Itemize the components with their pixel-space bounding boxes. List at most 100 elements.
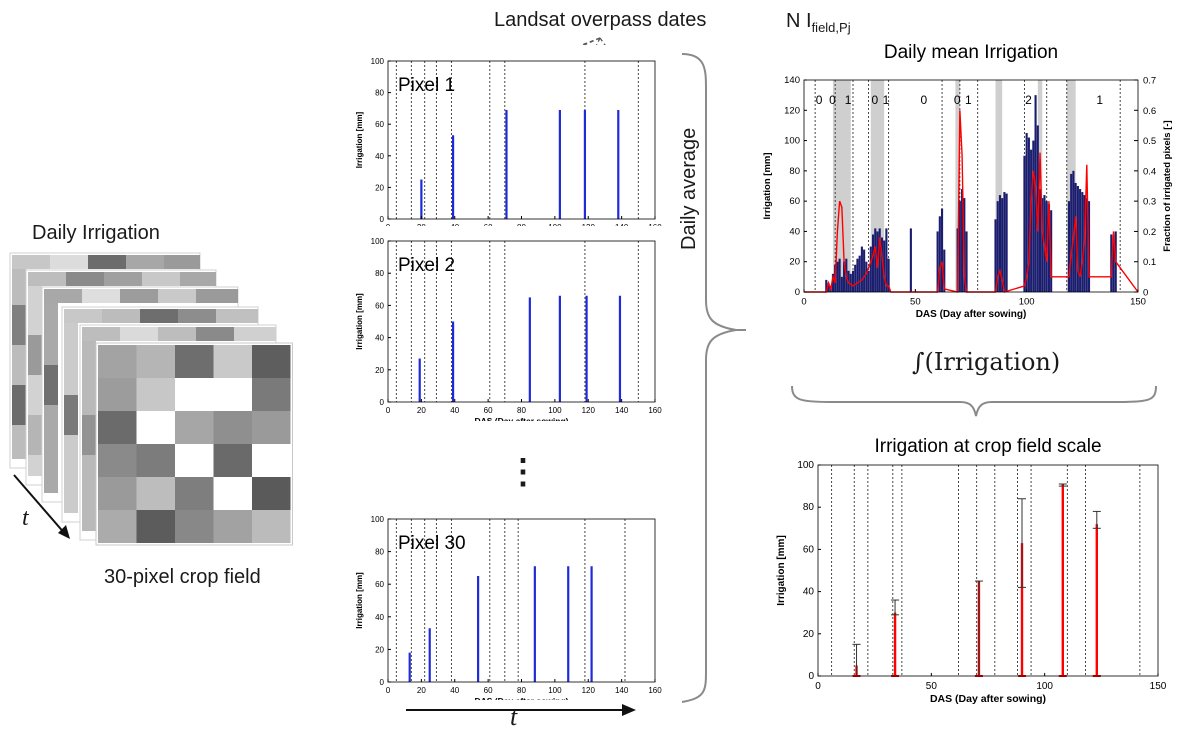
time-arrow-center — [406, 704, 636, 716]
y-tick-label: 60 — [375, 301, 384, 310]
pixel-count-label: 1 — [965, 93, 972, 107]
x-tick-label: 0 — [815, 681, 821, 692]
x-axis-label: DAS (Day after sowing) — [916, 309, 1027, 320]
grid-cell — [175, 477, 214, 510]
grid-cell — [98, 378, 137, 411]
mean-irrigation-bar — [849, 273, 852, 292]
x-tick-label: 40 — [450, 406, 459, 415]
mean-irrigation-bar — [940, 208, 944, 292]
time-symbol-left: t — [22, 505, 29, 531]
mean-irrigation-bar — [909, 228, 912, 292]
grid-cell — [98, 411, 137, 444]
mean-irrigation-bar — [1079, 189, 1082, 292]
axes-frame — [817, 464, 1159, 677]
mean-irrigation-bar — [1001, 198, 1004, 292]
pixel-count-label: 0 — [829, 93, 836, 107]
grid-cell — [213, 378, 252, 411]
x-tick-label: 100 — [1019, 297, 1035, 308]
x-tick-label: 160 — [648, 406, 662, 415]
mean-irrigation-bar — [871, 234, 875, 292]
grid-cell — [213, 411, 252, 444]
y-tick-label: 80 — [803, 502, 815, 513]
grid-cell — [213, 345, 252, 378]
mean-irrigation-bar — [869, 246, 872, 292]
chart-field-scale: 0 50 100 150 0 20 40 60 80 100 DAS (Day after sowi… — [758, 430, 1198, 725]
mean-irrigation-bar — [938, 216, 941, 292]
x-tick-label: 0 — [801, 297, 806, 308]
x-tick-label: 140 — [615, 686, 629, 695]
mean-irrigation-bar — [831, 273, 835, 292]
y2-tick-label: 0.5 — [1143, 136, 1156, 147]
grid-cell — [98, 510, 137, 543]
y-tick-label: 100 — [371, 57, 385, 66]
grid-cell — [213, 510, 252, 543]
axes-frame — [803, 79, 1139, 293]
mean-irrigation-bar — [1030, 149, 1033, 292]
pixel-count-label: 0 — [871, 93, 878, 107]
mean-irrigation-bar — [1032, 140, 1035, 292]
mean-irrigation-bar — [1003, 192, 1006, 292]
mean-irrigation-bar — [874, 228, 877, 292]
y-tick-label: 60 — [375, 580, 384, 589]
shaded-span — [1037, 80, 1043, 292]
y-tick-label: 100 — [371, 515, 385, 524]
mean-irrigation-bar — [880, 237, 883, 292]
grid-cell — [175, 411, 214, 444]
y-tick-label: 100 — [784, 136, 800, 147]
mean-irrigation-bar — [1038, 189, 1042, 292]
grid-cell — [98, 477, 137, 510]
x-tick-label: 120 — [582, 406, 596, 415]
mean-irrigation-bar — [843, 261, 846, 292]
grid-cell — [98, 345, 137, 378]
x-tick-label: 80 — [517, 406, 526, 415]
crop-field-caption: 30-pixel crop field — [104, 566, 261, 588]
time-arrowhead — [58, 525, 70, 539]
grid-cell — [175, 378, 214, 411]
mean-irrigation-bar — [883, 240, 886, 292]
mean-irrigation-bar — [838, 258, 841, 292]
mean-irrigation-bar — [961, 189, 964, 292]
mean-irrigation-bar — [1050, 210, 1053, 292]
mean-irrigation-bar — [998, 195, 1002, 292]
y-tick-label: 0 — [380, 398, 385, 407]
mean-irrigation-bar — [825, 279, 828, 292]
mean-irrigation-bar — [943, 249, 946, 292]
y2-tick-label: 0.1 — [1143, 257, 1156, 268]
x-tick-label: 60 — [484, 406, 493, 415]
y2-tick-label: 0.3 — [1143, 197, 1156, 208]
grid-cell — [136, 510, 175, 543]
y-tick-label: 60 — [803, 544, 815, 555]
chart-pixel-2: 0 20 40 60 80 100 120 140 160 0 20 40 60 80 100 DAS (Da… — [343, 226, 673, 426]
time-symbol-center: t — [510, 702, 518, 731]
grid-cell — [136, 378, 175, 411]
shaded-span — [955, 80, 960, 292]
n-label-sub: field,Pj — [811, 20, 851, 35]
front-raster-grid — [95, 342, 293, 546]
mean-irrigation-bar — [1074, 182, 1077, 292]
mean-irrigation-bar — [996, 201, 999, 292]
mean-irrigation-bar — [1005, 193, 1008, 292]
mean-irrigation-bar — [863, 249, 866, 292]
x-axis-label: DAS (Day after sowing) — [930, 693, 1046, 705]
mean-irrigation-bar — [851, 270, 855, 292]
y-tick-label: 80 — [375, 548, 384, 557]
daily-irrigation-title: Daily Irrigation — [32, 222, 160, 244]
y-tick-label: 0 — [380, 678, 385, 687]
y-tick-label: 20 — [375, 366, 384, 375]
mean-irrigation-bar — [885, 228, 888, 292]
mean-irrigation-bar — [965, 231, 968, 292]
mean-irrigation-bar — [854, 264, 857, 292]
y-tick-label: 140 — [784, 75, 800, 86]
mean-irrigation-bar — [958, 201, 961, 292]
x-axis-label: DAS (Day after sowing) — [475, 416, 569, 421]
n-label-main: N I — [786, 10, 812, 32]
mean-irrigation-bar — [1076, 186, 1079, 292]
mean-irrigation-bar — [994, 219, 997, 292]
chart-title: Daily mean Irrigation — [884, 42, 1058, 63]
shaded-span — [995, 80, 1003, 292]
mean-irrigation-bar — [827, 282, 830, 292]
pixel-count-label: 1 — [1096, 93, 1103, 107]
y2-tick-label: 0 — [1143, 288, 1148, 299]
x-tick-label: 20 — [417, 686, 426, 695]
mean-irrigation-bar — [856, 258, 859, 292]
